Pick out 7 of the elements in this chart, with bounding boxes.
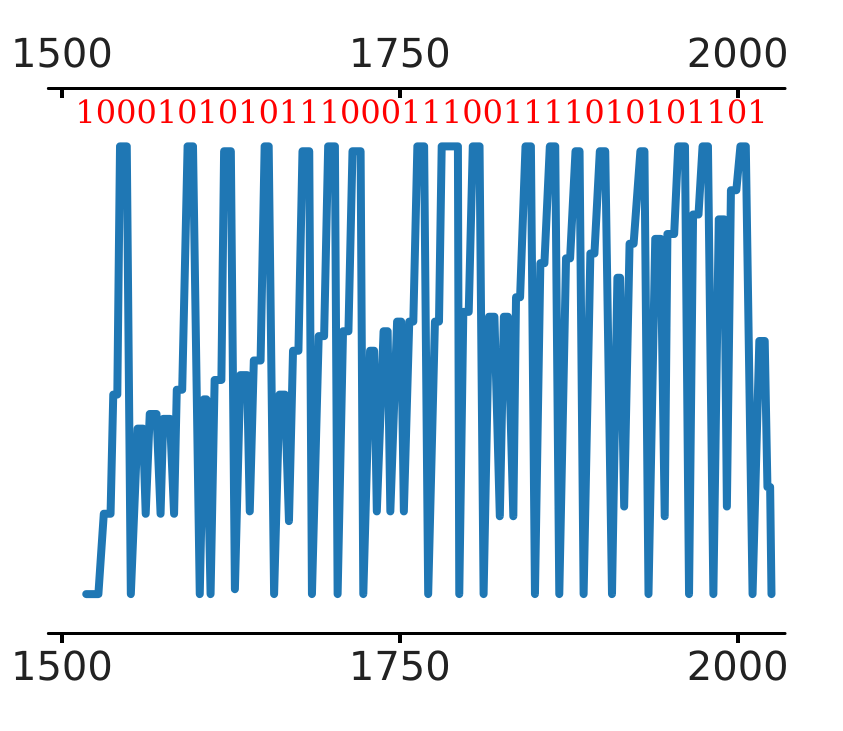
- x-tick-label: 1750: [348, 644, 451, 690]
- x2-tick-label: 1500: [11, 31, 113, 77]
- x-tick-label: 1500: [11, 644, 113, 690]
- x2-tick-label: 1750: [348, 31, 451, 77]
- x-tick-label: 2000: [686, 644, 789, 690]
- text: 1000101010111000111001111010101101: [75, 93, 768, 131]
- x2-tick-label: 2000: [686, 31, 789, 77]
